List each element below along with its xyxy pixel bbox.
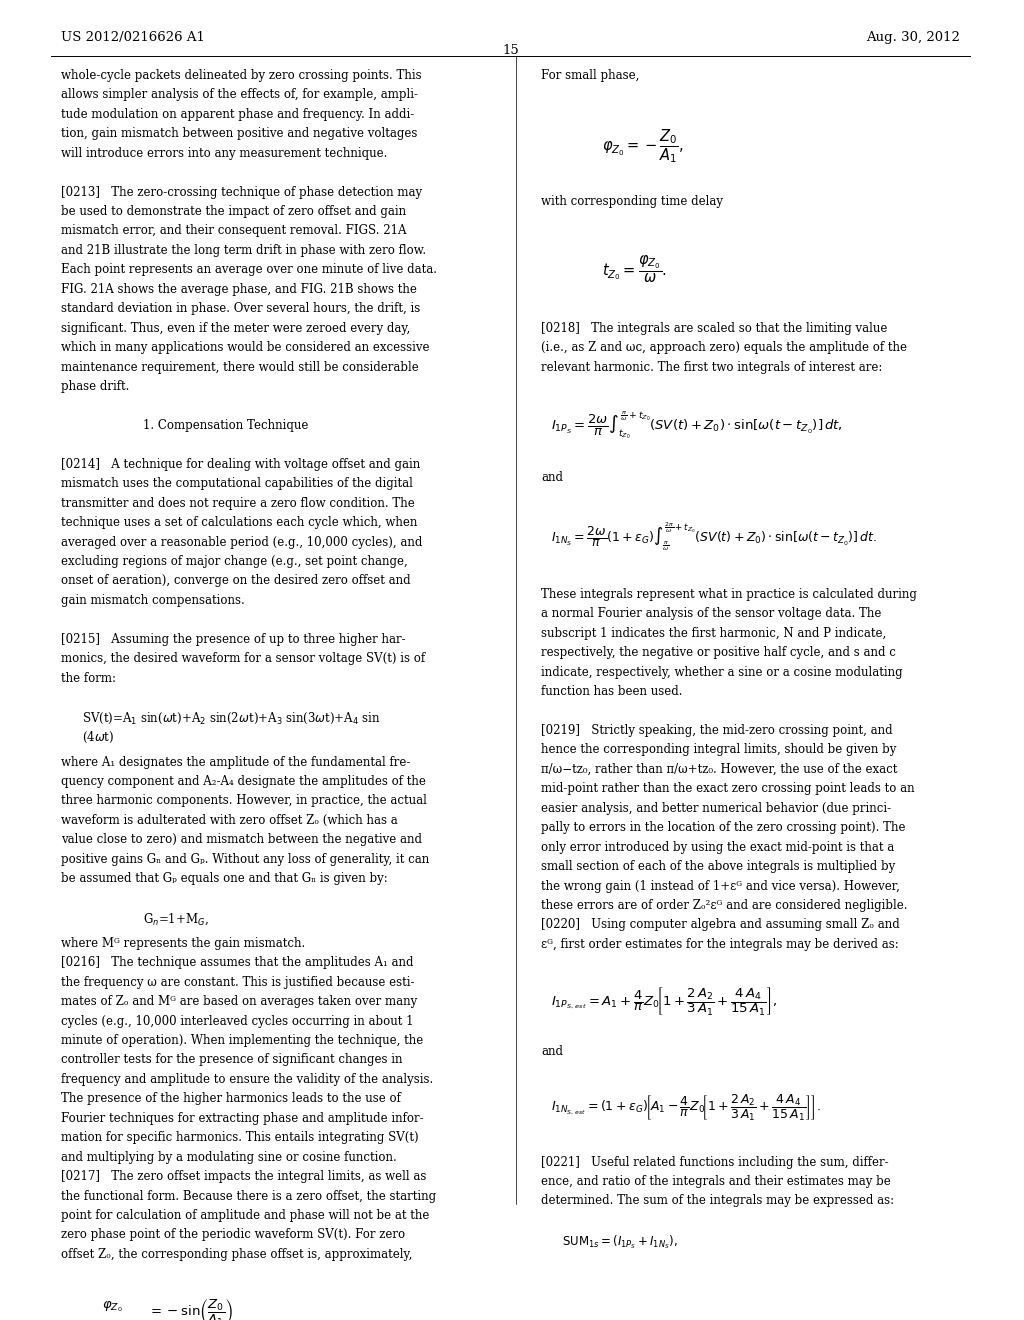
Text: only error introduced by using the exact mid-point is that a: only error introduced by using the exact… (542, 841, 894, 854)
Text: [0214]   A technique for dealing with voltage offset and gain: [0214] A technique for dealing with volt… (61, 458, 421, 471)
Text: G$_n$=1+M$_G$,: G$_n$=1+M$_G$, (143, 911, 209, 927)
Text: US 2012/0216626 A1: US 2012/0216626 A1 (61, 32, 205, 45)
Text: [0215]   Assuming the presence of up to three higher har-: [0215] Assuming the presence of up to th… (61, 632, 406, 645)
Text: and: and (542, 1045, 563, 1057)
Text: Each point represents an average over one minute of live data.: Each point represents an average over on… (61, 264, 437, 276)
Text: point for calculation of amplitude and phase will not be at the: point for calculation of amplitude and p… (61, 1209, 430, 1222)
Text: [0217]   The zero offset impacts the integral limits, as well as: [0217] The zero offset impacts the integ… (61, 1170, 427, 1183)
Text: mismatch error, and their consequent removal. FIGS. 21A: mismatch error, and their consequent rem… (61, 224, 407, 238)
Text: zero phase point of the periodic waveform SV(t). For zero: zero phase point of the periodic wavefor… (61, 1229, 406, 1241)
Text: $\varphi_{Z_0}$: $\varphi_{Z_0}$ (102, 1299, 123, 1313)
Text: hence the corresponding integral limits, should be given by: hence the corresponding integral limits,… (542, 743, 897, 756)
Text: (4$\omega$t): (4$\omega$t) (82, 730, 114, 744)
Text: respectively, the negative or positive half cycle, and s and c: respectively, the negative or positive h… (542, 647, 896, 659)
Text: excluding regions of major change (e.g., set point change,: excluding regions of major change (e.g.,… (61, 554, 408, 568)
Text: SV(t)=A$_1$ sin($\omega$t)+A$_2$ sin(2$\omega$t)+A$_3$ sin(3$\omega$t)+A$_4$ sin: SV(t)=A$_1$ sin($\omega$t)+A$_2$ sin(2$\… (82, 710, 380, 726)
Text: where A₁ designates the amplitude of the fundamental fre-: where A₁ designates the amplitude of the… (61, 755, 411, 768)
Text: gain mismatch compensations.: gain mismatch compensations. (61, 594, 245, 607)
Text: Aug. 30, 2012: Aug. 30, 2012 (866, 32, 959, 45)
Text: These integrals represent what in practice is calculated during: These integrals represent what in practi… (542, 587, 918, 601)
Text: transmitter and does not require a zero flow condition. The: transmitter and does not require a zero … (61, 496, 415, 510)
Text: the functional form. Because there is a zero offset, the starting: the functional form. Because there is a … (61, 1189, 436, 1203)
Text: $I_{1N_{S,\,est}} = (1+\varepsilon_G)\!\left[A_1 - \dfrac{4}{\pi}Z_0\!\left[1 + : $I_{1N_{S,\,est}} = (1+\varepsilon_G)\!\… (551, 1093, 821, 1123)
Text: $I_{1N_S} = \dfrac{2\omega}{\pi}(1+\varepsilon_G)\int_{\frac{\pi}{\omega}}^{\fra: $I_{1N_S} = \dfrac{2\omega}{\pi}(1+\vare… (551, 520, 878, 553)
Text: ence, and ratio of the integrals and their estimates may be: ence, and ratio of the integrals and the… (542, 1175, 891, 1188)
Text: whole-cycle packets delineated by zero crossing points. This: whole-cycle packets delineated by zero c… (61, 69, 422, 82)
Text: frequency and amplitude to ensure the validity of the analysis.: frequency and amplitude to ensure the va… (61, 1073, 433, 1086)
Text: $= -\sin\!\left(\dfrac{Z_0}{A_1}\right)$: $= -\sin\!\left(\dfrac{Z_0}{A_1}\right)$ (148, 1298, 233, 1320)
Text: waveform is adulterated with zero offset Zₒ (which has a: waveform is adulterated with zero offset… (61, 814, 398, 826)
Text: the wrong gain (1 instead of 1+εᴳ and vice versa). However,: the wrong gain (1 instead of 1+εᴳ and vi… (542, 879, 900, 892)
Text: [0220]   Using computer algebra and assuming small Zₒ and: [0220] Using computer algebra and assumi… (542, 919, 900, 932)
Text: minute of operation). When implementing the technique, the: minute of operation). When implementing … (61, 1034, 424, 1047)
Text: the form:: the form: (61, 672, 117, 685)
Text: and: and (542, 471, 563, 484)
Text: (i.e., as Z and ωᴄ, approach zero) equals the amplitude of the: (i.e., as Z and ωᴄ, approach zero) equal… (542, 341, 907, 354)
Text: 1. Compensation Technique: 1. Compensation Technique (143, 418, 308, 432)
Text: $\varphi_{Z_0} = -\dfrac{Z_0}{A_1},$: $\varphi_{Z_0} = -\dfrac{Z_0}{A_1},$ (602, 127, 684, 165)
Text: a normal Fourier analysis of the sensor voltage data. The: a normal Fourier analysis of the sensor … (542, 607, 882, 620)
Text: be assumed that Gₚ equals one and that Gₙ is given by:: be assumed that Gₚ equals one and that G… (61, 873, 388, 886)
Text: these errors are of order Zₒ²εᴳ and are considered negligible.: these errors are of order Zₒ²εᴳ and are … (542, 899, 907, 912)
Text: small section of each of the above integrals is multiplied by: small section of each of the above integ… (542, 861, 895, 873)
Text: mation for specific harmonics. This entails integrating SV(t): mation for specific harmonics. This enta… (61, 1131, 419, 1144)
Text: $I_{1P_S} = \dfrac{2\omega}{\pi}\int_{t_{Z_0}}^{\frac{\pi}{\omega}+t_{Z_0}} (SV(: $I_{1P_S} = \dfrac{2\omega}{\pi}\int_{t_… (551, 409, 843, 441)
Text: The presence of the higher harmonics leads to the use of: The presence of the higher harmonics lea… (61, 1093, 401, 1105)
Text: be used to demonstrate the impact of zero offset and gain: be used to demonstrate the impact of zer… (61, 205, 407, 218)
Text: pally to errors in the location of the zero crossing point). The: pally to errors in the location of the z… (542, 821, 905, 834)
Text: the frequency ω are constant. This is justified because esti-: the frequency ω are constant. This is ju… (61, 975, 415, 989)
Text: allows simpler analysis of the effects of, for example, ampli-: allows simpler analysis of the effects o… (61, 88, 418, 102)
Text: and 21B illustrate the long term drift in phase with zero flow.: and 21B illustrate the long term drift i… (61, 244, 426, 257)
Text: significant. Thus, even if the meter were zeroed every day,: significant. Thus, even if the meter wer… (61, 322, 411, 335)
Text: phase drift.: phase drift. (61, 380, 130, 393)
Text: three harmonic components. However, in practice, the actual: three harmonic components. However, in p… (61, 795, 427, 808)
Text: determined. The sum of the integrals may be expressed as:: determined. The sum of the integrals may… (542, 1195, 894, 1208)
Text: [0216]   The technique assumes that the amplitudes A₁ and: [0216] The technique assumes that the am… (61, 956, 414, 969)
Text: [0213]   The zero-crossing technique of phase detection may: [0213] The zero-crossing technique of ph… (61, 186, 422, 198)
Text: [0219]   Strictly speaking, the mid-zero crossing point, and: [0219] Strictly speaking, the mid-zero c… (542, 725, 893, 737)
Text: [0218]   The integrals are scaled so that the limiting value: [0218] The integrals are scaled so that … (542, 322, 888, 335)
Text: technique uses a set of calculations each cycle which, when: technique uses a set of calculations eac… (61, 516, 418, 529)
Text: offset Zₒ, the corresponding phase offset is, approximately,: offset Zₒ, the corresponding phase offse… (61, 1247, 413, 1261)
Text: controller tests for the presence of significant changes in: controller tests for the presence of sig… (61, 1053, 402, 1067)
Text: cycles (e.g., 10,000 interleaved cycles occurring in about 1: cycles (e.g., 10,000 interleaved cycles … (61, 1015, 414, 1027)
Text: mismatch uses the computational capabilities of the digital: mismatch uses the computational capabili… (61, 478, 413, 490)
Text: and multiplying by a modulating sine or cosine function.: and multiplying by a modulating sine or … (61, 1151, 397, 1164)
Text: FIG. 21A shows the average phase, and FIG. 21B shows the: FIG. 21A shows the average phase, and FI… (61, 282, 417, 296)
Text: function has been used.: function has been used. (542, 685, 683, 698)
Text: onset of aeration), converge on the desired zero offset and: onset of aeration), converge on the desi… (61, 574, 411, 587)
Text: value close to zero) and mismatch between the negative and: value close to zero) and mismatch betwee… (61, 833, 422, 846)
Text: positive gains Gₙ and Gₚ. Without any loss of generality, it can: positive gains Gₙ and Gₚ. Without any lo… (61, 853, 429, 866)
Text: For small phase,: For small phase, (542, 69, 640, 82)
Text: mid-point rather than the exact zero crossing point leads to an: mid-point rather than the exact zero cro… (542, 783, 914, 796)
Text: Fourier techniques for extracting phase and amplitude infor-: Fourier techniques for extracting phase … (61, 1111, 424, 1125)
Text: easier analysis, and better numerical behavior (due princi-: easier analysis, and better numerical be… (542, 801, 891, 814)
Text: standard deviation in phase. Over several hours, the drift, is: standard deviation in phase. Over severa… (61, 302, 421, 315)
Text: where Mᴳ represents the gain mismatch.: where Mᴳ represents the gain mismatch. (61, 937, 305, 950)
Text: with corresponding time delay: with corresponding time delay (542, 195, 723, 209)
Text: $t_{Z_0} = \dfrac{\varphi_{Z_0}}{\omega}.$: $t_{Z_0} = \dfrac{\varphi_{Z_0}}{\omega}… (602, 253, 668, 285)
Text: indicate, respectively, whether a sine or a cosine modulating: indicate, respectively, whether a sine o… (542, 665, 903, 678)
Text: subscript 1 indicates the first harmonic, N and P indicate,: subscript 1 indicates the first harmonic… (542, 627, 887, 640)
Text: 15: 15 (502, 44, 519, 57)
Text: tion, gain mismatch between positive and negative voltages: tion, gain mismatch between positive and… (61, 127, 418, 140)
Text: will introduce errors into any measurement technique.: will introduce errors into any measureme… (61, 147, 388, 160)
Text: $\mathrm{SUM}_{1s}=(I_{1P_S}+I_{1N_S}),$: $\mathrm{SUM}_{1s}=(I_{1P_S}+I_{1N_S}),$ (561, 1233, 678, 1251)
Text: mates of Zₒ and Mᴳ are based on averages taken over many: mates of Zₒ and Mᴳ are based on averages… (61, 995, 418, 1008)
Text: averaged over a reasonable period (e.g., 10,000 cycles), and: averaged over a reasonable period (e.g.,… (61, 536, 423, 549)
Text: monics, the desired waveform for a sensor voltage SV(t) is of: monics, the desired waveform for a senso… (61, 652, 425, 665)
Text: relevant harmonic. The first two integrals of interest are:: relevant harmonic. The first two integra… (542, 360, 883, 374)
Text: quency component and A₂-A₄ designate the amplitudes of the: quency component and A₂-A₄ designate the… (61, 775, 426, 788)
Text: which in many applications would be considered an excessive: which in many applications would be cons… (61, 341, 430, 354)
Text: εᴳ, first order estimates for the integrals may be derived as:: εᴳ, first order estimates for the integr… (542, 939, 899, 950)
Text: maintenance requirement, there would still be considerable: maintenance requirement, there would sti… (61, 360, 419, 374)
Text: tude modulation on apparent phase and frequency. In addi-: tude modulation on apparent phase and fr… (61, 108, 415, 121)
Text: $I_{1P_{S,\,est}} = A_1 + \dfrac{4}{\pi}Z_0\!\left[1 + \dfrac{2\,A_2}{3\,A_1} + : $I_{1P_{S,\,est}} = A_1 + \dfrac{4}{\pi}… (551, 986, 777, 1019)
Text: [0221]   Useful related functions including the sum, differ-: [0221] Useful related functions includin… (542, 1155, 889, 1168)
Text: π/ω−tᴢ₀, rather than π/ω+tᴢ₀. However, the use of the exact: π/ω−tᴢ₀, rather than π/ω+tᴢ₀. However, t… (542, 763, 898, 776)
